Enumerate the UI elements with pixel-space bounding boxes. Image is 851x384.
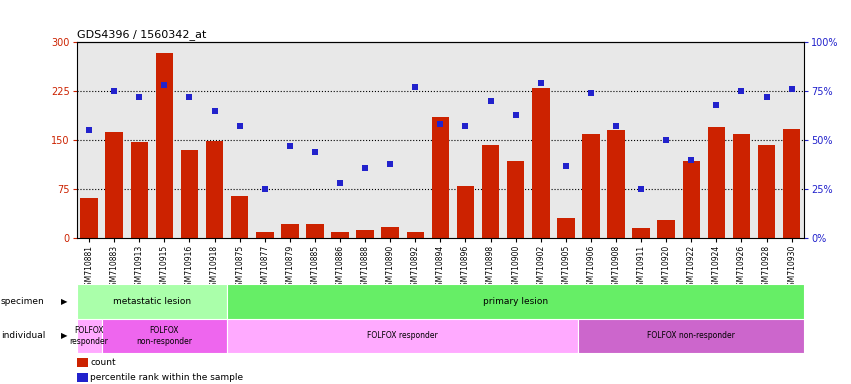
Bar — [331, 232, 349, 238]
Bar — [206, 141, 223, 238]
Bar — [80, 198, 98, 238]
Bar — [707, 127, 725, 238]
Text: percentile rank within the sample: percentile rank within the sample — [90, 373, 243, 382]
Bar — [231, 196, 248, 238]
Point — [83, 127, 96, 134]
Point — [584, 90, 597, 96]
Text: FOLFOX
responder: FOLFOX responder — [70, 326, 109, 346]
Point — [760, 94, 774, 100]
Text: individual: individual — [1, 331, 45, 341]
Point — [133, 94, 146, 100]
Text: count: count — [90, 358, 116, 367]
Bar — [101, 319, 227, 353]
Point — [483, 98, 497, 104]
Text: specimen: specimen — [1, 297, 44, 306]
Bar — [457, 186, 474, 238]
Point — [334, 180, 347, 186]
Bar — [733, 134, 751, 238]
Bar — [130, 142, 148, 238]
Bar — [156, 53, 174, 238]
Point — [358, 164, 372, 170]
Point — [785, 86, 798, 92]
Point — [710, 102, 723, 108]
Point — [634, 186, 648, 192]
Point — [559, 162, 573, 169]
Point — [107, 88, 121, 94]
Point — [208, 108, 221, 114]
Text: FOLFOX
non-responder: FOLFOX non-responder — [136, 326, 192, 346]
Point — [384, 161, 397, 167]
Point — [734, 88, 748, 94]
Bar — [281, 224, 299, 238]
Bar — [227, 319, 579, 353]
Bar — [579, 319, 804, 353]
Text: FOLFOX responder: FOLFOX responder — [368, 331, 438, 341]
Point — [660, 137, 673, 143]
Text: FOLFOX non-responder: FOLFOX non-responder — [648, 331, 735, 341]
Bar — [632, 228, 650, 238]
Bar — [106, 132, 123, 238]
Bar — [608, 131, 625, 238]
Bar — [582, 134, 600, 238]
Bar — [180, 150, 198, 238]
Point — [684, 157, 698, 163]
Text: ▶: ▶ — [60, 297, 67, 306]
Bar — [783, 129, 801, 238]
Point — [509, 112, 523, 118]
Point — [609, 123, 623, 129]
Bar — [757, 145, 775, 238]
Point — [534, 80, 547, 86]
Bar — [658, 220, 675, 238]
Text: metastatic lesion: metastatic lesion — [113, 297, 191, 306]
Point — [258, 186, 271, 192]
Text: GDS4396 / 1560342_at: GDS4396 / 1560342_at — [77, 30, 206, 40]
Point — [308, 149, 322, 155]
Bar — [256, 232, 273, 238]
Bar — [557, 218, 574, 238]
Bar — [431, 118, 449, 238]
Point — [283, 143, 297, 149]
Point — [433, 121, 447, 127]
Bar — [532, 88, 550, 238]
Point — [183, 94, 197, 100]
Bar — [683, 161, 700, 238]
Bar — [77, 319, 101, 353]
Bar — [482, 145, 500, 238]
Bar — [507, 161, 524, 238]
Point — [233, 123, 247, 129]
Point — [408, 84, 422, 90]
Text: ▶: ▶ — [60, 331, 67, 341]
Bar — [227, 284, 804, 319]
Point — [459, 123, 472, 129]
Text: primary lesion: primary lesion — [483, 297, 548, 306]
Bar — [407, 232, 424, 238]
Bar — [381, 227, 399, 238]
Bar — [77, 284, 227, 319]
Point — [157, 82, 171, 88]
Bar — [357, 230, 374, 238]
Bar — [306, 224, 323, 238]
